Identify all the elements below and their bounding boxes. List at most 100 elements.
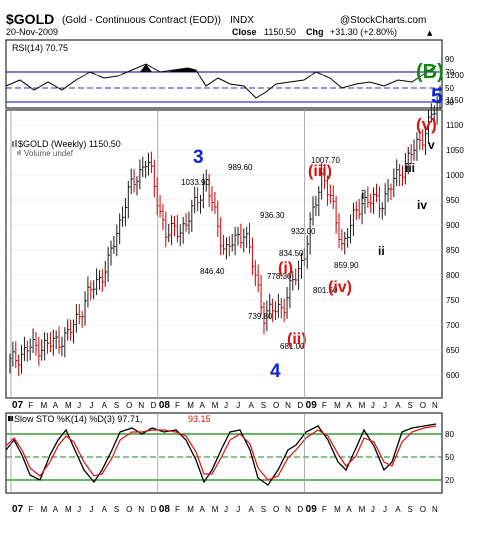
- x-tick-label: M: [65, 401, 72, 410]
- x-tick-label: J: [371, 505, 375, 514]
- x-tick-label: S: [408, 505, 413, 514]
- x-tick-label: N: [432, 401, 438, 410]
- x-tick-label: F: [322, 401, 327, 410]
- price-legend: $GOLD (Weekly) 1150.50: [18, 139, 121, 149]
- subwave-v-label: v: [428, 138, 435, 152]
- sto-legend: Slow STO %K(14) %D(3) 97.71,: [14, 414, 142, 424]
- x-tick-label: N: [138, 401, 144, 410]
- x-tick-label: A: [102, 401, 108, 410]
- price-label-778: 778.30: [267, 272, 292, 281]
- price-label-859: 859.90: [334, 261, 359, 270]
- sto-legend-d: 93.15: [188, 414, 211, 424]
- x-tick-label: A: [346, 505, 352, 514]
- x-tick-label: S: [261, 505, 266, 514]
- subwave-i-label: i: [361, 188, 364, 202]
- price-label-739: 739.80: [248, 312, 273, 321]
- x-tick-label: D: [151, 505, 157, 514]
- price-y-tick: 1100: [446, 121, 464, 130]
- x-tick-label: A: [102, 505, 108, 514]
- sto-level-20: 20: [445, 476, 454, 485]
- x-tick-label: J: [236, 401, 240, 410]
- x-tick-label: A: [53, 401, 59, 410]
- price-y-tick: 750: [446, 296, 460, 305]
- rsi-level-70: 70: [445, 68, 454, 77]
- x-tick-label: D: [151, 401, 157, 410]
- x-tick-label: J: [224, 401, 228, 410]
- wave-i-label: (i): [278, 260, 293, 277]
- price-label-932: 932.00: [291, 227, 316, 236]
- price-y-tick: 900: [446, 221, 460, 230]
- price-label-846: 846.40: [200, 267, 225, 276]
- volume-note: Volume undef: [24, 149, 74, 158]
- price-label-801: 801.50: [313, 286, 338, 295]
- price-y-tick: 600: [446, 371, 460, 380]
- x-tick-label: M: [212, 505, 219, 514]
- close-value: 1150.50: [264, 27, 296, 37]
- subwave-iv-label: iv: [417, 198, 427, 212]
- x-tick-label: A: [346, 401, 352, 410]
- price-bars: [9, 85, 442, 376]
- chg-arrow-icon: ▲: [427, 29, 433, 37]
- x-tick-label: 08: [159, 400, 171, 411]
- x-tick-label: A: [53, 505, 59, 514]
- x-tick-label: 07: [12, 400, 24, 411]
- x-tick-label: 08: [159, 504, 171, 515]
- x-tick-label: J: [383, 505, 387, 514]
- x-tick-label: A: [395, 401, 401, 410]
- x-tick-label: M: [334, 401, 341, 410]
- x-tick-label: 09: [306, 504, 318, 515]
- x-tick-label: M: [212, 401, 219, 410]
- x-tick-label: J: [383, 401, 387, 410]
- x-tick-label: D: [297, 505, 303, 514]
- rsi-legend: RSI(14) 70.75: [12, 43, 68, 53]
- source-text: @StockCharts.com: [340, 15, 426, 26]
- date-text: 20-Nov-2009: [6, 27, 58, 37]
- price-y-tick: 1000: [446, 171, 464, 180]
- x-tick-label: O: [273, 401, 279, 410]
- x-tick-label: M: [359, 505, 366, 514]
- rsi-level-90: 90: [445, 55, 454, 64]
- x-tick-label: 09: [306, 400, 318, 411]
- price-y-tick: 650: [446, 346, 460, 355]
- price-y-tick: 700: [446, 321, 460, 330]
- x-tick-label: A: [248, 401, 254, 410]
- sto-level-80: 80: [445, 430, 454, 439]
- price-label-1007: 1007.70: [311, 156, 340, 165]
- x-tick-label: S: [408, 401, 413, 410]
- x-tick-label: M: [40, 401, 47, 410]
- x-tick-label: J: [89, 505, 93, 514]
- x-tick-label: N: [138, 505, 144, 514]
- price-y-tick: 950: [446, 196, 460, 205]
- price-y-tick: 1150: [446, 96, 464, 105]
- x-tick-label: M: [334, 505, 341, 514]
- x-tick-label: 07: [12, 504, 24, 515]
- description-text: (Gold - Continuous Contract (EOD)): [62, 15, 221, 26]
- rsi-panel-frame: [5, 39, 443, 109]
- x-tick-label: S: [114, 505, 119, 514]
- chg-label: Chg: [306, 27, 324, 37]
- price-label-989: 989.60: [228, 163, 253, 172]
- x-tick-label: S: [114, 401, 119, 410]
- price-label-1033: 1033.90: [181, 178, 210, 187]
- x-tick-label: A: [395, 505, 401, 514]
- price-x-axis: 07 F M A M J J A S O N D 08 F M A M J J A S O N D 09 F M A M J J A S O N: [10, 110, 438, 411]
- wave-3-label: 3: [193, 147, 204, 168]
- rsi-level-30: 30: [445, 98, 454, 107]
- x-tick-label: F: [175, 401, 180, 410]
- rsi-line: [5, 63, 437, 99]
- wave-5-label: 5: [431, 85, 443, 108]
- wave-iii-label: (iii): [308, 163, 332, 180]
- wave-iv-label: (iv): [328, 279, 352, 296]
- x-tick-label: M: [359, 401, 366, 410]
- x-tick-label: J: [77, 401, 81, 410]
- price-grid: [6, 74, 442, 376]
- price-legend-icon: [12, 140, 17, 147]
- price-y-axis: 1200 1150 1100 1050 1000 950 900 850 800 750 700 65…: [446, 71, 464, 380]
- subwave-ii-label: ii: [378, 244, 385, 258]
- sto-legend-swatch: [8, 416, 13, 421]
- symbol-text: $GOLD: [6, 11, 54, 27]
- volume-legend-icon: [17, 150, 21, 155]
- x-tick-label: D: [297, 401, 303, 410]
- chg-value: +31.30 (+2.80%): [330, 27, 397, 37]
